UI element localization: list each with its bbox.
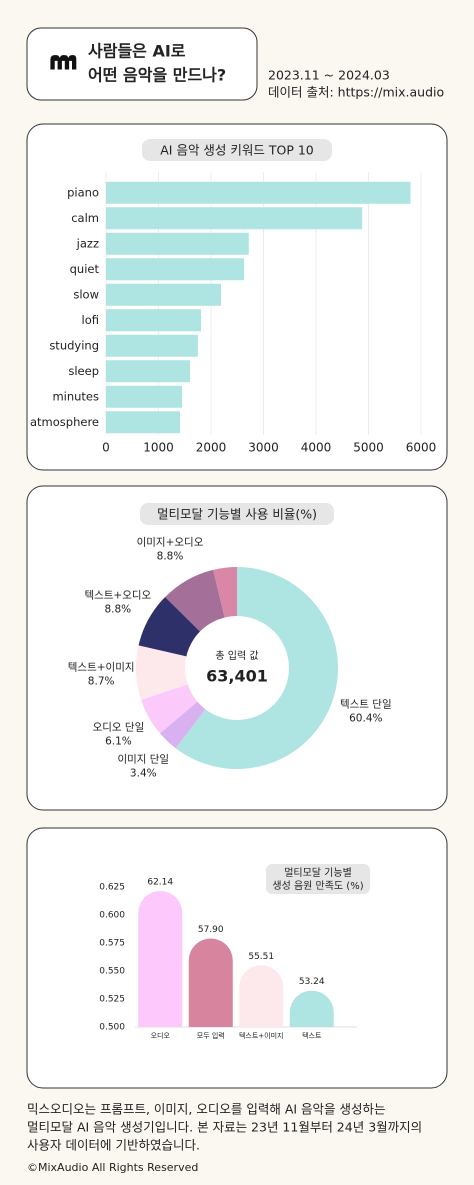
header-title: 어떤 음악을 만드나? <box>88 66 226 85</box>
y-tick-label: 0.500 <box>99 1023 125 1033</box>
bar <box>239 965 284 1027</box>
value-label: 62.14 <box>147 878 173 888</box>
slice-value-label: 8.8% <box>104 603 131 615</box>
period: 2023.11 ~ 2024.03 <box>268 68 390 83</box>
x-tick-label: 1000 <box>143 441 174 455</box>
bar <box>106 232 249 255</box>
bar <box>188 938 233 1027</box>
y-tick-label: atmosphere <box>30 415 99 429</box>
bar <box>106 411 181 434</box>
x-tick-label: 4000 <box>301 441 332 455</box>
slice-label: 텍스트+오디오 <box>84 589 151 601</box>
y-tick-label: 0.600 <box>99 911 125 921</box>
bar <box>106 181 411 204</box>
y-tick-label: minutes <box>52 389 99 403</box>
x-tick-label: 텍스트+이미지 <box>239 1031 284 1040</box>
y-tick-label: studying <box>49 338 99 352</box>
title-pill <box>142 139 332 161</box>
header-box <box>26 27 258 101</box>
y-tick-label: 0.550 <box>99 967 125 977</box>
bar <box>106 334 198 357</box>
y-tick-label: 0.525 <box>99 995 125 1005</box>
y-tick-label: calm <box>71 211 99 225</box>
x-tick-label: 2000 <box>196 441 227 455</box>
bar <box>106 283 221 306</box>
y-tick-label: quiet <box>70 262 100 276</box>
slice-value-label: 60.4% <box>349 713 382 725</box>
description: 믹스오디오는 프롬프트, 이미지, 오디오를 입력해 AI 음악을 생성하는 <box>27 1102 386 1117</box>
y-tick-label: sleep <box>68 364 99 378</box>
slice-value-label: 3.4% <box>130 768 157 780</box>
x-tick-label: 0 <box>102 441 110 455</box>
slice-label: 오디오 단일 <box>93 721 145 734</box>
donut-hole <box>185 616 289 720</box>
x-tick-label: 오디오 <box>151 1031 171 1040</box>
y-tick-label: slow <box>73 287 99 301</box>
value-label: 53.24 <box>299 977 325 987</box>
y-tick-label: jazz <box>76 236 99 250</box>
center-text: 63,401 <box>206 667 268 686</box>
center-title: 총 입력 값 <box>215 649 258 662</box>
x-tick-label: 텍스트 <box>302 1031 322 1040</box>
y-tick-label: 0.625 <box>99 883 125 893</box>
title-pill <box>140 503 334 525</box>
bar <box>106 309 202 332</box>
bar <box>106 360 190 383</box>
description: 사용자 데이터에 기반하였습니다. <box>27 1138 200 1153</box>
slice-label: 텍스트+이미지 <box>68 661 135 673</box>
chart-title: AI 음악 생성 키워드 TOP 10 <box>160 143 314 158</box>
slice-label: 이미지+오디오 <box>137 537 204 549</box>
bar <box>106 385 183 408</box>
y-tick-label: piano <box>67 185 99 199</box>
bar <box>138 891 183 1027</box>
copyright: ©MixAudio All Rights Reserved <box>27 1161 198 1174</box>
value-label: 57.90 <box>198 925 224 935</box>
chart-title: 멀티모달 기능별 <box>284 866 352 879</box>
bar <box>289 990 334 1027</box>
y-tick-label: lofi <box>82 313 99 327</box>
chart-title: 멀티모달 기능별 사용 비율(%) <box>157 507 317 522</box>
slice-value-label: 8.8% <box>157 551 184 563</box>
title-pill <box>266 864 370 894</box>
x-tick-label: 모두 입력 <box>197 1032 225 1040</box>
bar <box>106 258 245 281</box>
x-tick-label: 6000 <box>406 441 437 455</box>
x-tick-label: 5000 <box>353 441 384 455</box>
source: 데이터 출처: https://mix.audio <box>268 85 444 100</box>
bar <box>106 207 363 230</box>
panel <box>26 827 448 1089</box>
slice-value-label: 6.1% <box>105 736 132 748</box>
value-label: 55.51 <box>248 952 274 962</box>
slice-label: 텍스트 단일 <box>340 698 392 711</box>
header-title: 사람들은 AI로 <box>88 42 186 61</box>
slice-value-label: 8.7% <box>88 675 115 687</box>
logo <box>50 55 77 70</box>
y-tick-label: 0.575 <box>99 939 125 949</box>
description: 멀티모달 AI 음악 생성기입니다. 본 자료는 23년 11월부터 24년 3… <box>27 1120 422 1135</box>
slice-label: 이미지 단일 <box>117 753 169 766</box>
x-tick-label: 3000 <box>248 441 279 455</box>
chart-title: 생성 음원 만족도 (%) <box>272 880 363 892</box>
